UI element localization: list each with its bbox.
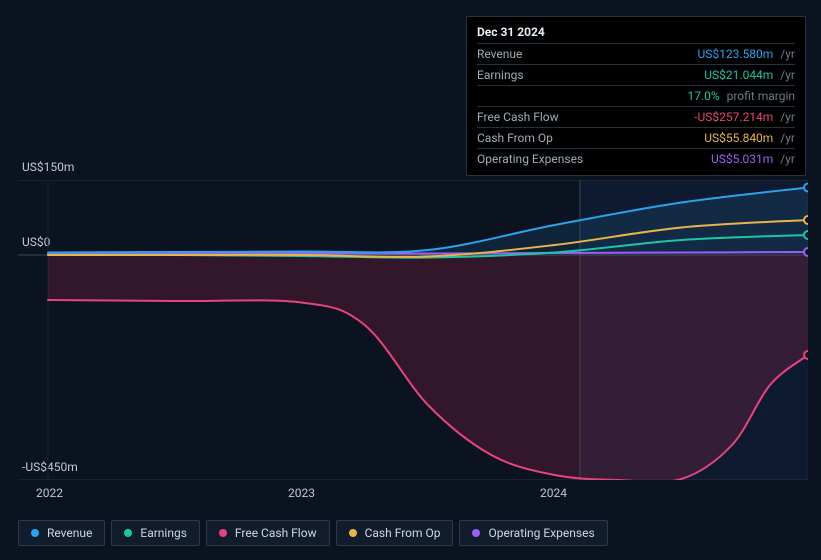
legend-item-opex[interactable]: Operating Expenses	[459, 520, 607, 546]
tooltip-row-value: US$21.044m	[704, 68, 773, 82]
tooltip-row-label: Cash From Op	[477, 131, 553, 145]
tooltip-row: Cash From Op US$55.840m /yr	[477, 127, 795, 148]
legend-label: Revenue	[47, 526, 92, 540]
tooltip-row-suffix: /yr	[777, 131, 795, 145]
tooltip-row-label: Earnings	[477, 68, 524, 82]
tooltip-row-value: US$5.031m	[711, 152, 773, 166]
x-axis-label: 2023	[288, 486, 315, 500]
legend-label: Operating Expenses	[488, 526, 594, 540]
y-axis-label: US$150m	[22, 160, 74, 174]
tooltip-row-label: Free Cash Flow	[477, 110, 559, 124]
tooltip-row-label: Operating Expenses	[477, 152, 583, 166]
legend-label: Free Cash Flow	[235, 526, 317, 540]
legend-swatch	[472, 529, 480, 537]
legend-item-cashOp[interactable]: Cash From Op	[336, 520, 454, 546]
legend-label: Cash From Op	[365, 526, 441, 540]
tooltip-row: Free Cash Flow -US$257.214m /yr	[477, 106, 795, 127]
chart-tooltip: Dec 31 2024 RevenueUS$123.580m /yrEarnin…	[466, 16, 806, 176]
tooltip-row-value: US$123.580m	[698, 47, 774, 61]
tooltip-row-suffix: /yr	[777, 47, 795, 61]
chart-canvas: Dec 31 2024 RevenueUS$123.580m /yrEarnin…	[0, 0, 821, 560]
legend-swatch	[31, 529, 39, 537]
tooltip-row: Operating Expenses US$5.031m /yr	[477, 148, 795, 169]
tooltip-row: 17.0% profit margin	[477, 85, 795, 106]
tooltip-row-value: -US$257.214m	[694, 110, 773, 124]
financials-chart[interactable]	[18, 180, 808, 480]
legend-item-revenue[interactable]: Revenue	[18, 520, 105, 546]
legend-item-earnings[interactable]: Earnings	[111, 520, 200, 546]
tooltip-row-value: US$55.840m	[704, 131, 773, 145]
legend-swatch	[124, 529, 132, 537]
tooltip-row-suffix: /yr	[777, 68, 795, 82]
tooltip-row-suffix: profit margin	[724, 89, 795, 103]
tooltip-row-suffix: /yr	[777, 152, 795, 166]
legend-swatch	[349, 529, 357, 537]
tooltip-row: Revenue US$123.580m /yr	[477, 43, 795, 64]
tooltip-row-value: 17.0%	[687, 89, 719, 103]
tooltip-row-label: Revenue	[477, 47, 522, 61]
x-axis-label: 2024	[540, 486, 567, 500]
chart-legend: Revenue Earnings Free Cash Flow Cash From O…	[18, 520, 608, 546]
tooltip-row: Earnings US$21.044m /yr	[477, 64, 795, 85]
tooltip-row-suffix: /yr	[777, 110, 795, 124]
legend-label: Earnings	[140, 526, 187, 540]
x-axis-label: 2022	[36, 486, 63, 500]
tooltip-date: Dec 31 2024	[477, 23, 795, 43]
legend-swatch	[219, 529, 227, 537]
legend-item-fcf[interactable]: Free Cash Flow	[206, 520, 330, 546]
